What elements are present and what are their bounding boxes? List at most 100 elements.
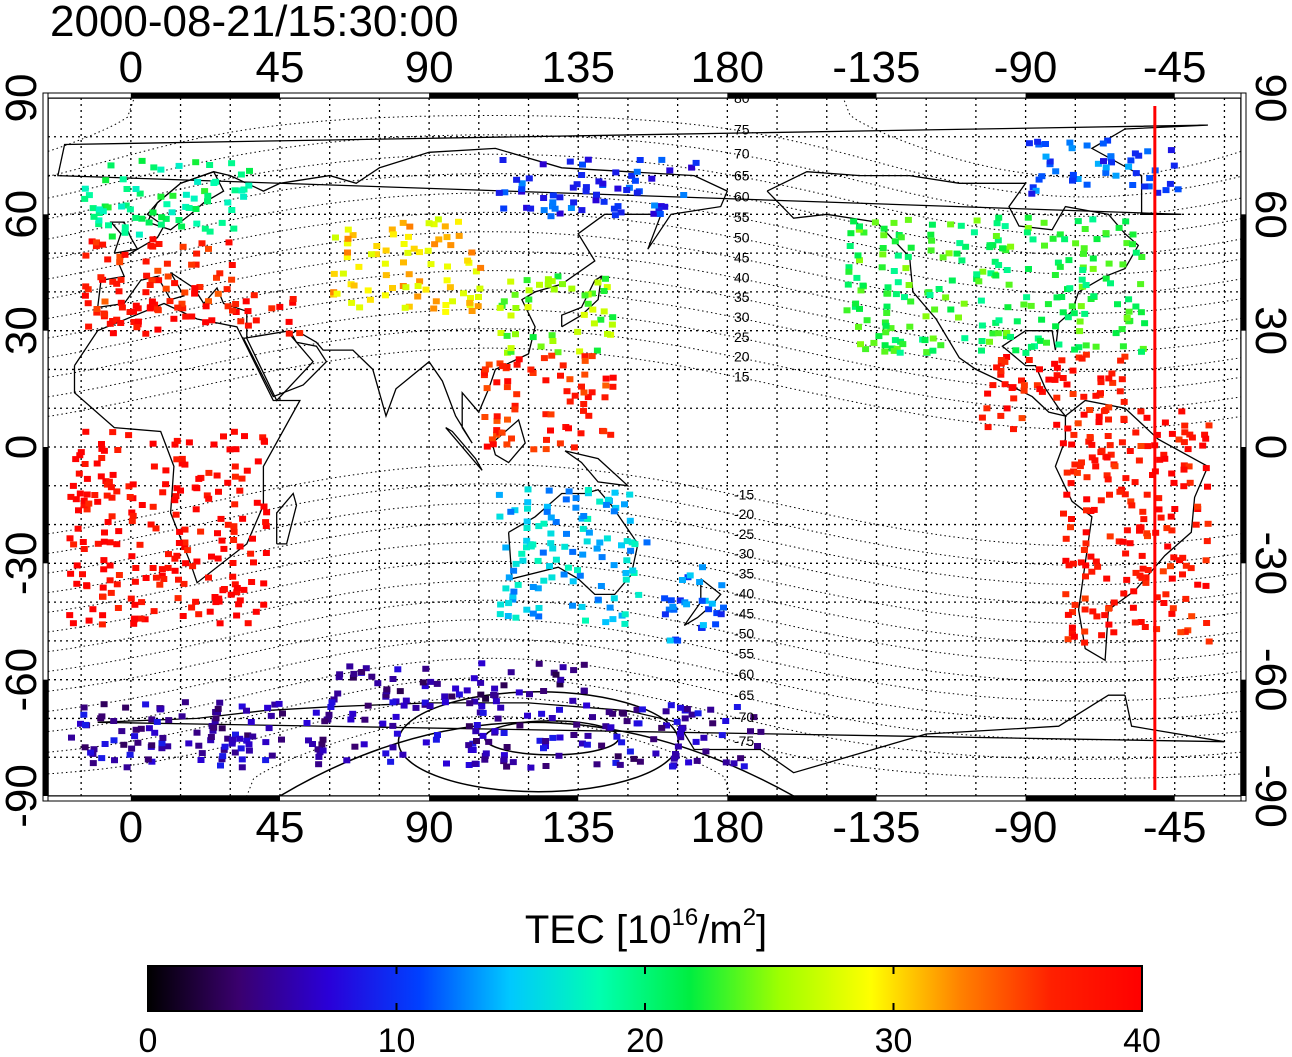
tec-cell (1202, 582, 1210, 589)
tec-cell (465, 723, 473, 730)
tec-cell (511, 402, 519, 409)
tec-cell (207, 734, 215, 740)
tec-cell (984, 390, 992, 397)
tec-cell (845, 268, 853, 275)
tec-cell (125, 432, 133, 439)
tec-cell (106, 562, 114, 569)
tec-cell (720, 604, 727, 611)
tec-cell (99, 241, 107, 248)
tec-cell (540, 195, 548, 201)
tec-cell (402, 284, 410, 291)
tec-cell (143, 272, 151, 279)
tec-cell (224, 521, 232, 528)
tec-cell (694, 710, 702, 717)
tec-cell (431, 241, 439, 248)
tec-cell (1103, 575, 1111, 582)
tec-cell (145, 219, 153, 226)
tec-cell (1157, 514, 1165, 521)
tec-cell (942, 294, 950, 301)
tec-cell (452, 685, 460, 692)
tec-cell (262, 523, 270, 529)
tec-cell (159, 489, 167, 496)
tec-cell (500, 756, 508, 763)
tec-cell (120, 741, 128, 748)
tec-cell (504, 416, 511, 423)
tec-cell (1162, 591, 1170, 598)
tec-cell (527, 366, 535, 373)
tec-cell (175, 217, 183, 223)
tec-cell (565, 488, 573, 495)
tec-cell (260, 580, 268, 587)
tec-cell (113, 316, 121, 323)
tec-cell (581, 353, 589, 360)
tec-cell (1076, 328, 1084, 335)
tec-cell (164, 564, 172, 571)
tec-cell (1086, 407, 1094, 413)
tec-cell (228, 740, 236, 747)
tec-cell (94, 540, 102, 547)
tec-cell (1125, 163, 1133, 170)
tec-cell (98, 755, 106, 762)
tec-cell (698, 597, 706, 604)
tec-cell (621, 620, 629, 627)
tec-cell (400, 241, 408, 247)
tec-cell (1051, 360, 1059, 367)
tec-cell (1106, 491, 1113, 498)
tec-cell (1177, 629, 1185, 636)
tec-cell (463, 687, 471, 694)
tec-cell (262, 757, 270, 764)
tec-cell (260, 503, 268, 510)
tec-cell (699, 564, 706, 571)
tec-cell (1194, 581, 1202, 588)
tec-cell (630, 755, 638, 762)
tec-cell (511, 507, 519, 514)
tec-cell (410, 245, 418, 252)
tec-cell (263, 509, 271, 516)
tec-cell (993, 364, 1001, 371)
tec-cell (102, 177, 110, 184)
tec-cell (1182, 562, 1190, 569)
tec-cell (108, 233, 116, 240)
frame-band-fill-bottom (130, 796, 280, 801)
tec-cell (129, 512, 137, 519)
tec-cell (358, 669, 366, 675)
tec-cell (125, 483, 133, 490)
tec-cell (483, 385, 491, 392)
tec-cell (544, 281, 552, 288)
tec-cell (138, 599, 146, 606)
tec-cell (635, 591, 643, 598)
tec-cell (473, 722, 481, 728)
tec-cell (636, 758, 644, 765)
tec-cell (455, 218, 462, 225)
tec-cell (609, 314, 617, 321)
tec-cell (493, 413, 501, 420)
tec-cell (434, 732, 441, 738)
lon-tick-bottom: -135 (832, 803, 920, 852)
tec-cell (149, 565, 157, 571)
tec-cell (108, 513, 116, 520)
tec-cell (607, 431, 615, 438)
tec-cell (618, 542, 625, 549)
tec-cell (421, 683, 429, 690)
tec-cell (479, 709, 487, 716)
tec-cell (163, 260, 171, 267)
tec-cell (543, 508, 551, 515)
tec-cell (442, 308, 450, 315)
tec-cell (655, 206, 663, 213)
tec-cell (904, 253, 912, 260)
lon-tick-top: -90 (994, 43, 1058, 92)
tec-cell (193, 485, 201, 492)
tec-cell (843, 307, 851, 314)
tec-cell (650, 736, 658, 743)
tec-cell (224, 199, 232, 206)
tec-cell (81, 195, 89, 202)
tec-cell (999, 245, 1006, 252)
tec-cell (193, 250, 201, 257)
tec-cell (512, 305, 520, 311)
tec-cell (879, 245, 887, 251)
tec-cell (856, 257, 863, 264)
tec-cell (1089, 216, 1097, 223)
tec-cell (863, 317, 871, 324)
contour-line (48, 192, 1241, 275)
tec-cell (1003, 267, 1011, 273)
